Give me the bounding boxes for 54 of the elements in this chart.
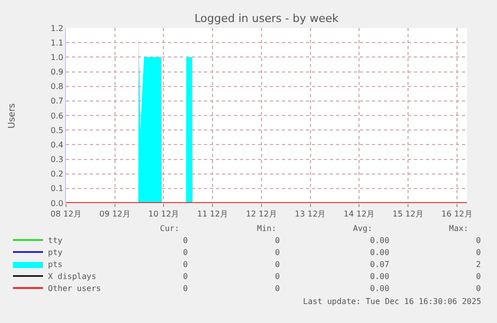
y-tick-label: 1.2 [50,24,64,33]
x-tick-label: 15 12月 [392,210,424,219]
x-tick-label: 16 12月 [441,210,472,219]
y-tick-label: 0.9 [50,68,64,77]
text: 0 [183,284,188,293]
legend-label: pts [48,260,63,270]
text: 0.00 [370,272,390,281]
text: 0 [183,248,188,257]
text: 0.00 [370,236,390,245]
legend-label: pty [48,248,63,258]
text: 0 [183,260,188,269]
text: 0 [476,272,481,281]
text: Cur: [160,224,180,233]
x-tick-label: 14 12月 [344,210,375,219]
x-tick-label: 08 12月 [50,210,82,219]
x-tick-label: 11 12月 [197,210,228,219]
text: 0.00 [370,284,390,293]
legend-label: tty [48,236,63,246]
legend-label: Other users [48,284,102,294]
y-tick-label: 0.7 [50,96,64,106]
x-tick-label: 10 12月 [148,210,180,219]
text: 0 [183,272,188,281]
y-tick-label: 1.1 [50,38,64,48]
y-tick-label: 0.1 [50,184,64,194]
text: 0 [275,260,280,269]
text: 0 [275,236,280,245]
x-tick-label: 12 12月 [246,210,277,219]
text: 2 [476,260,481,269]
y-tick-label: 1.0 [50,52,64,62]
text: Min: [257,224,276,233]
y-tick-label: 0.0 [50,198,64,208]
text: 0 [275,272,280,281]
text: Max: [449,224,468,233]
y-tick-label: 0.5 [50,126,64,135]
text: 0 [476,248,481,257]
text: Avg: [353,224,372,233]
y-tick-label: 0.4 [50,140,64,150]
y-tick-label: 0.2 [50,170,64,179]
x-tick-label: 09 12月 [99,210,130,219]
y-tick-label: 0.6 [50,111,64,120]
text: 0 [275,248,280,257]
text: 0 [476,236,481,245]
text: 0.00 [370,248,390,257]
y-axis-title: Users [8,102,18,128]
text: 0 [275,284,280,293]
chart-title: Logged in users - by week [194,12,340,25]
legend-label: X displays [48,272,96,282]
x-tick-label: 13 12月 [294,210,326,219]
y-tick-label: 0.3 [50,155,64,164]
text: 0 [476,284,481,293]
y-tick-label: 0.8 [50,82,64,92]
text: 0 [183,236,188,245]
text: 0.07 [370,260,390,269]
text: Last update: Tue Dec 16 16:30:06 2025 [303,297,482,306]
